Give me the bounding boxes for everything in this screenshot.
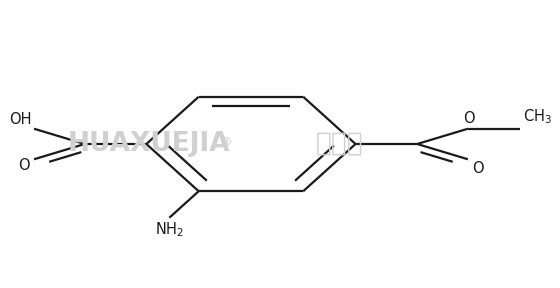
Text: CH$_3$: CH$_3$ <box>523 108 552 126</box>
Text: O: O <box>472 161 484 176</box>
Text: HUAXUEJIA: HUAXUEJIA <box>68 131 230 157</box>
Text: 化学加: 化学加 <box>316 131 363 157</box>
Text: ®: ® <box>219 136 231 149</box>
Text: O: O <box>18 158 30 173</box>
Text: NH$_2$: NH$_2$ <box>155 220 184 239</box>
Text: OH: OH <box>9 112 31 127</box>
Text: O: O <box>463 111 475 126</box>
